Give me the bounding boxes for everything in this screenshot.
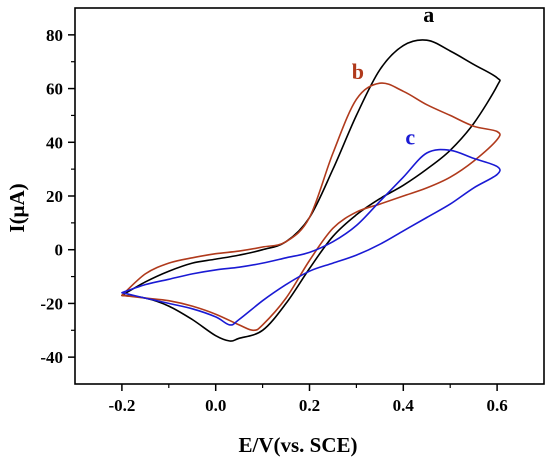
y-tick-label: 80 bbox=[46, 26, 63, 45]
y-tick-label: 0 bbox=[55, 241, 64, 260]
y-tick-label: 40 bbox=[46, 133, 63, 152]
x-axis: -0.2 0.0 0.2 0.4 0.6 bbox=[108, 384, 508, 415]
y-axis-title: I(μA) bbox=[5, 183, 29, 232]
x-tick-label: -0.2 bbox=[108, 396, 135, 415]
x-axis-title: E/V(vs. SCE) bbox=[238, 433, 357, 457]
series-a-label: a bbox=[423, 2, 434, 27]
x-tick-label: 0.6 bbox=[486, 396, 507, 415]
series-b-curve bbox=[121, 82, 501, 332]
x-tick-label: 0.2 bbox=[299, 396, 320, 415]
y-tick-label: -20 bbox=[40, 294, 63, 313]
x-tick-label: 0.0 bbox=[205, 396, 226, 415]
series-b-label: b bbox=[352, 59, 364, 84]
series-c-label: c bbox=[405, 124, 415, 149]
y-tick-label: -40 bbox=[40, 348, 63, 367]
series-layer: a b c bbox=[121, 2, 501, 342]
y-axis: -40 -20 0 20 40 60 80 bbox=[40, 26, 75, 367]
x-tick-label: 0.4 bbox=[393, 396, 415, 415]
y-tick-label: 20 bbox=[46, 187, 63, 206]
series-c-curve bbox=[121, 148, 501, 326]
series-a-curve bbox=[121, 39, 501, 342]
y-tick-label: 60 bbox=[46, 80, 63, 99]
